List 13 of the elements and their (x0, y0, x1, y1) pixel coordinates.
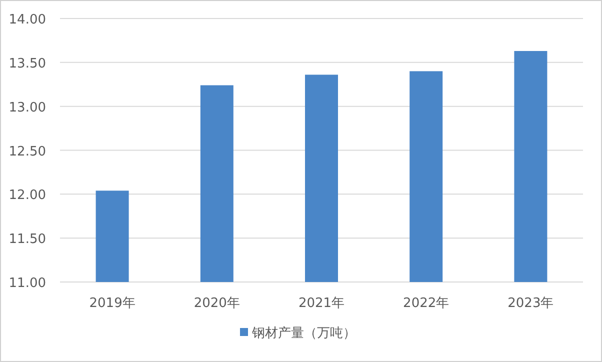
y-tick-label: 11.50 (8, 232, 46, 248)
x-tick-label: 2023年 (508, 296, 554, 311)
x-tick-label: 2019年 (89, 296, 136, 311)
x-tick-label: 2020年 (194, 296, 240, 311)
y-tick-label: 12.50 (8, 144, 46, 160)
x-tick-label: 2022年 (403, 296, 450, 311)
y-tick-label: 14.00 (8, 12, 46, 28)
y-tick-label: 13.50 (8, 56, 46, 72)
y-tick-label: 13.00 (8, 100, 46, 116)
x-tick-label: 2021年 (298, 296, 345, 311)
legend-label: 钢材产量（万吨） (251, 326, 356, 341)
y-tick-label: 12.00 (8, 188, 46, 204)
y-tick-label: 11.00 (8, 276, 46, 291)
